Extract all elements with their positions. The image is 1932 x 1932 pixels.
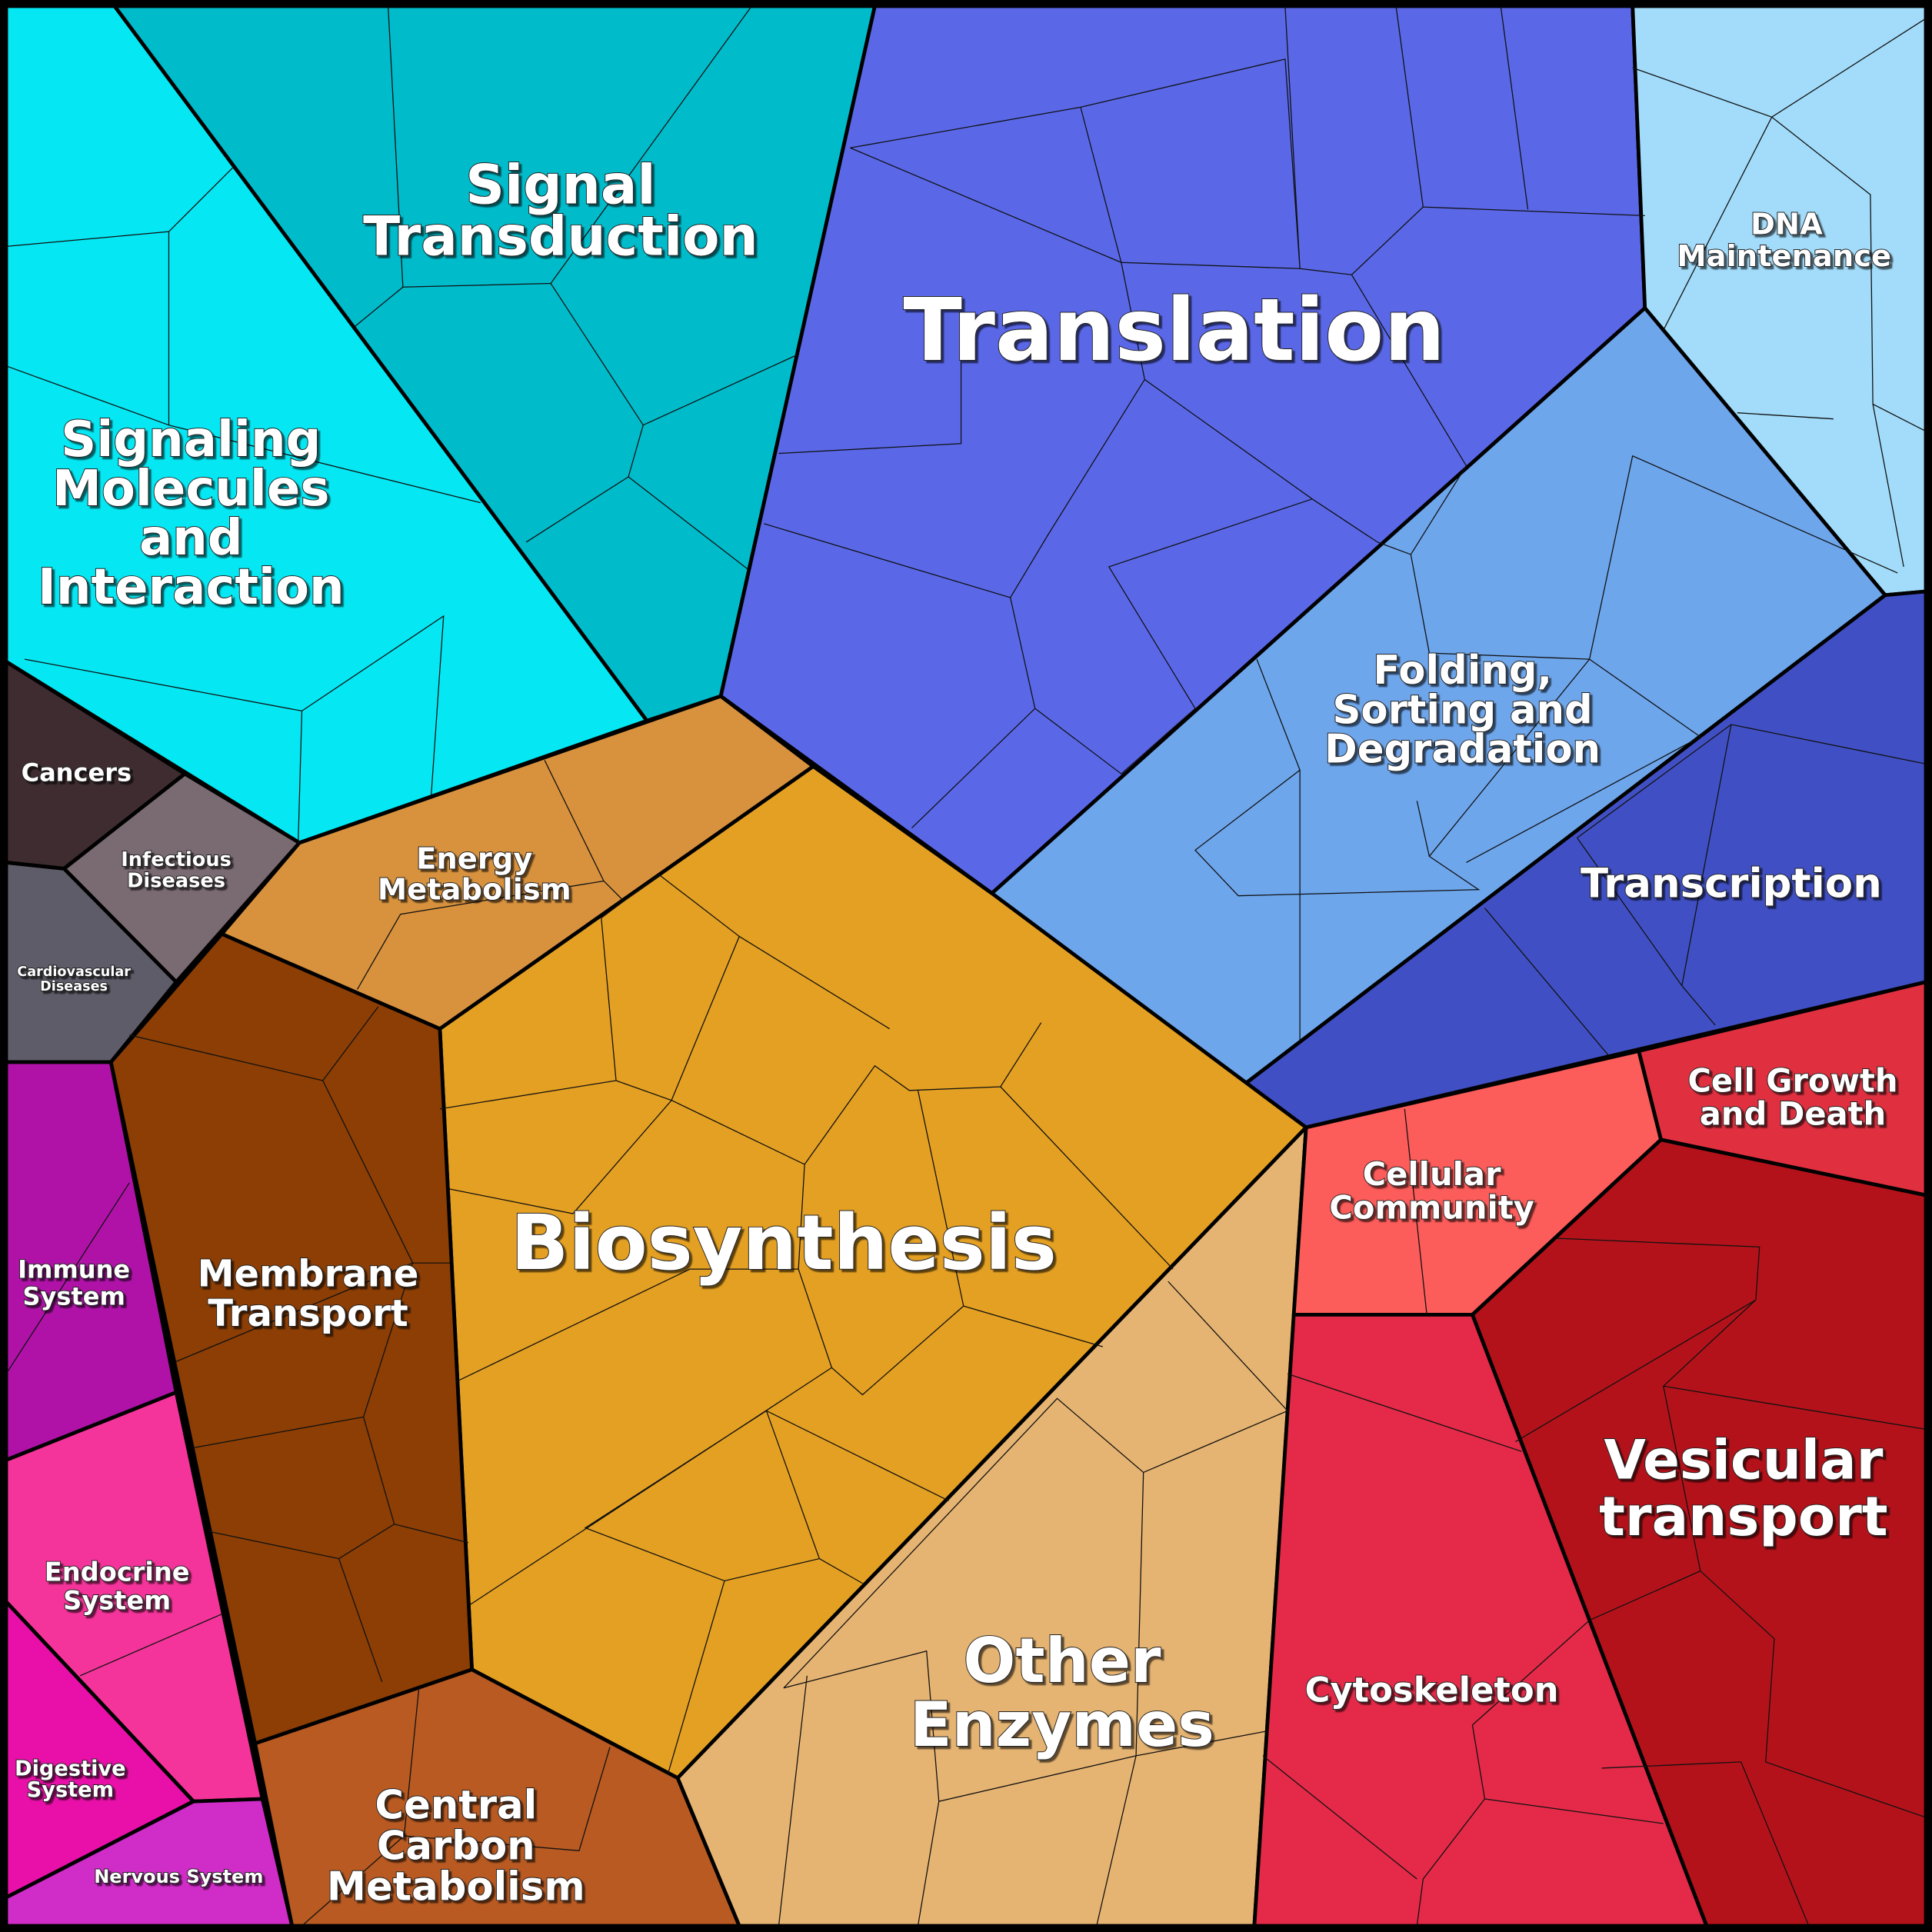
sub-line (1632, 18, 1927, 568)
region-label: Membrane Transport (198, 1253, 419, 1335)
region-label: Cardiovascular Diseases (17, 964, 131, 994)
region-label: DNA Maintenance (1677, 207, 1891, 274)
region-label: Cancers (22, 758, 132, 788)
sub-line (778, 1281, 1289, 1927)
labels: Signal Transduction Signaling Molecules and… (14, 152, 1898, 1910)
region-label: Cytoskeleton (1305, 1669, 1559, 1710)
sub-line (357, 760, 623, 990)
cell (108, 931, 474, 1746)
region-label: Other Enzymes (910, 1625, 1214, 1760)
sub-line (354, 5, 798, 570)
sub-line (5, 1182, 222, 1677)
region-label: Digestive System (15, 1757, 126, 1802)
sub-line (129, 1006, 468, 1682)
region-label: Vesicular transport (1599, 1428, 1887, 1548)
region-label: Energy Metabolism (378, 841, 571, 907)
sub-line (1262, 1373, 1664, 1927)
sub-line (764, 5, 1645, 829)
region-label: Nervous System (94, 1866, 263, 1887)
sub-line (1194, 455, 1898, 1041)
sub-line (439, 874, 1174, 1775)
region-label: Infectious Diseases (121, 848, 232, 892)
region-label: Immune System (18, 1254, 130, 1311)
region-label: Central Carbon Metabolism (327, 1783, 585, 1910)
region-label: Translation (903, 281, 1445, 381)
sub-line (301, 1687, 611, 1927)
region-label: Transcription (1581, 860, 1882, 907)
region-label: Signaling Molecules and Interaction (38, 411, 345, 616)
region-label: Endocrine System (45, 1557, 190, 1615)
region-label: Signal Transduction (363, 153, 758, 268)
region-label: Biosynthesis (511, 1199, 1057, 1287)
cells (4, 4, 1928, 1928)
sub-line (5, 165, 481, 843)
sub-line (1404, 1108, 1927, 1927)
region-label: Cell Growth and Death (1687, 1061, 1897, 1132)
sub-line (1484, 724, 1927, 1055)
region-label: Folding, Sorting and Degradation (1324, 648, 1601, 773)
sub-cell-lines (5, 5, 1927, 1927)
region-label: Cellular Community (1329, 1155, 1534, 1226)
